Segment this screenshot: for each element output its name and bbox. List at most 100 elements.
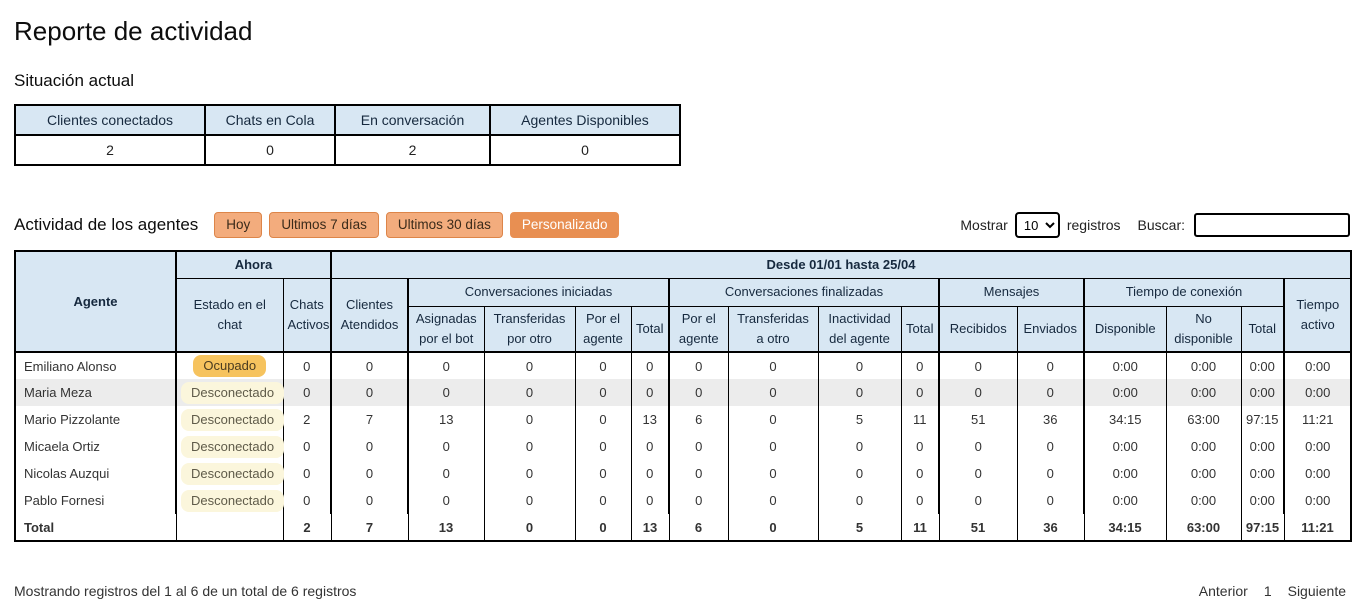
cell-total-fin: 0	[900, 433, 940, 461]
cell-total-conexion: 0:00	[1240, 379, 1285, 407]
header-row-groups-top: Agente Ahora Desde 01/01 hasta 25/04	[14, 250, 1352, 353]
status-value-agentes-disponibles: 0	[489, 134, 681, 166]
status-cell: Desconectado	[175, 460, 285, 488]
total-tiempo-activo: 11:21	[1283, 514, 1352, 542]
status-badge: Desconectado	[181, 408, 285, 431]
cell-tiempo-activo: 0:00	[1283, 460, 1352, 488]
cell-total-ini: 13	[630, 406, 670, 434]
col-header-total-finalizadas: Total	[900, 305, 940, 353]
cell-total-conexion: 0:00	[1240, 460, 1285, 488]
cell-recibidos: 0	[938, 460, 1018, 488]
col-header-clientes-atendidos: Clientes Atendidos	[330, 277, 409, 353]
show-entries-select[interactable]: 10	[1014, 212, 1060, 239]
cell-total-fin: 0	[900, 379, 940, 407]
agent-name: Mario Pizzolante	[14, 406, 177, 434]
table-row: Pablo Fornesi Desconectado 0 0 0 0 0 0 0…	[14, 487, 1352, 515]
cell-por-agente-ini: 0	[574, 379, 632, 407]
total-chats-activos: 2	[282, 514, 332, 542]
table-info-text: Mostrando registros del 1 al 6 de un tot…	[14, 583, 357, 599]
col-header-enviados: Enviados	[1016, 305, 1085, 353]
cell-enviados: 0	[1016, 487, 1085, 515]
group-header-periodo: Desde 01/01 hasta 25/04	[330, 250, 1352, 279]
col-header-recibidos: Recibidos	[938, 305, 1018, 353]
table-row: Maria Meza Desconectado 0 0 0 0 0 0 0 0 …	[14, 379, 1352, 407]
filter-ultimos-7-dias-button[interactable]: Ultimos 7 días	[269, 212, 379, 239]
total-empty-status-cell	[175, 514, 284, 542]
cell-enviados: 0	[1016, 352, 1085, 380]
status-values-row: 2 0 2 0	[14, 134, 681, 166]
filter-personalizado-button[interactable]: Personalizado	[509, 212, 620, 239]
search-input[interactable]	[1194, 213, 1350, 238]
col-header-total-conexion: Total	[1240, 305, 1285, 353]
status-cell: Ocupado	[175, 352, 284, 380]
cell-no-disponible: 0:00	[1165, 433, 1242, 461]
cell-inactividad: 0	[817, 352, 902, 380]
cell-total-fin: 0	[900, 352, 940, 380]
status-badge: Desconectado	[181, 381, 285, 404]
cell-disponible: 0:00	[1083, 460, 1167, 488]
table-row: Emiliano Alonso Ocupado 0 0 0 0 0 0 0 0 …	[14, 352, 1352, 380]
cell-inactividad: 0	[817, 460, 902, 488]
cell-por-agente-fin: 0	[668, 487, 729, 515]
cell-tiempo-activo: 0:00	[1283, 352, 1352, 380]
records-label: registros	[1066, 217, 1121, 234]
cell-total-fin: 0	[900, 460, 940, 488]
col-header-transferidas-por-otro: Transferidas por otro	[483, 305, 576, 353]
cell-clientes-atendidos: 0	[330, 460, 409, 488]
cell-tiempo-activo: 0:00	[1283, 433, 1352, 461]
cell-chats-activos: 0	[282, 460, 332, 488]
group-header-mensajes: Mensajes	[938, 277, 1085, 307]
cell-total-conexion: 0:00	[1240, 487, 1285, 515]
cell-transferidas-a-otro: 0	[727, 433, 819, 461]
cell-por-agente-ini: 0	[574, 460, 632, 488]
cell-transferidas-otro: 0	[483, 460, 576, 488]
status-badge: Ocupado	[193, 355, 267, 378]
pagination-previous[interactable]: Anterior	[1198, 583, 1248, 599]
pagination-next[interactable]: Siguiente	[1287, 583, 1346, 599]
pagination-page[interactable]: 1	[1263, 583, 1272, 599]
cell-total-ini: 0	[630, 433, 670, 461]
agents-activity-table: Agente Ahora Desde 01/01 hasta 25/04 Est…	[14, 250, 1352, 543]
cell-transferidas-otro: 0	[483, 379, 576, 407]
date-filter-group: Hoy Ultimos 7 días Ultimos 30 días Perso…	[214, 212, 620, 239]
cell-recibidos: 0	[938, 433, 1018, 461]
status-cell: Desconectado	[175, 379, 285, 407]
cell-disponible: 0:00	[1083, 379, 1167, 407]
filter-ultimos-30-dias-button[interactable]: Ultimos 30 días	[385, 212, 503, 239]
status-col-clientes-conectados: Clientes conectados	[14, 104, 206, 136]
cell-por-agente-ini: 0	[574, 352, 632, 380]
filter-hoy-button[interactable]: Hoy	[214, 212, 263, 239]
col-header-agente: Agente	[14, 250, 177, 353]
cell-transferidas-a-otro: 0	[727, 406, 819, 434]
total-disponible: 34:15	[1083, 514, 1167, 542]
cell-total-conexion: 97:15	[1240, 406, 1285, 434]
status-badge: Desconectado	[181, 489, 285, 512]
pagination: Anterior 1 Siguiente	[1199, 583, 1346, 599]
col-header-no-disponible: No disponible	[1165, 305, 1242, 353]
cell-transferidas-a-otro: 0	[727, 379, 819, 407]
cell-por-agente-fin: 6	[668, 406, 729, 434]
cell-total-ini: 0	[630, 379, 670, 407]
col-header-estado-en-el-chat: Estado en el chat	[175, 277, 284, 353]
cell-asignadas-bot: 0	[407, 433, 485, 461]
cell-chats-activos: 0	[282, 487, 332, 515]
agents-heading: Actividad de los agentes	[14, 215, 199, 235]
total-total-conexion: 97:15	[1240, 514, 1285, 542]
cell-enviados: 0	[1016, 433, 1085, 461]
status-badge: Desconectado	[181, 462, 285, 485]
cell-recibidos: 51	[938, 406, 1018, 434]
cell-recibidos: 0	[938, 352, 1018, 380]
cell-inactividad: 0	[817, 379, 902, 407]
group-header-tiempo-de-conexion: Tiempo de conexión	[1083, 277, 1285, 307]
cell-transferidas-a-otro: 0	[727, 487, 819, 515]
cell-asignadas-bot: 0	[407, 487, 485, 515]
cell-total-conexion: 0:00	[1240, 352, 1285, 380]
group-header-conversaciones-finalizadas: Conversaciones finalizadas	[668, 277, 940, 307]
col-header-chats-activos: Chats Activos	[282, 277, 332, 353]
cell-chats-activos: 0	[282, 379, 332, 407]
cell-enviados: 0	[1016, 379, 1085, 407]
cell-tiempo-activo: 0:00	[1283, 487, 1352, 515]
total-total-fin: 11	[900, 514, 940, 542]
cell-inactividad: 5	[817, 406, 902, 434]
agent-name: Nicolas Auzqui	[14, 460, 177, 488]
